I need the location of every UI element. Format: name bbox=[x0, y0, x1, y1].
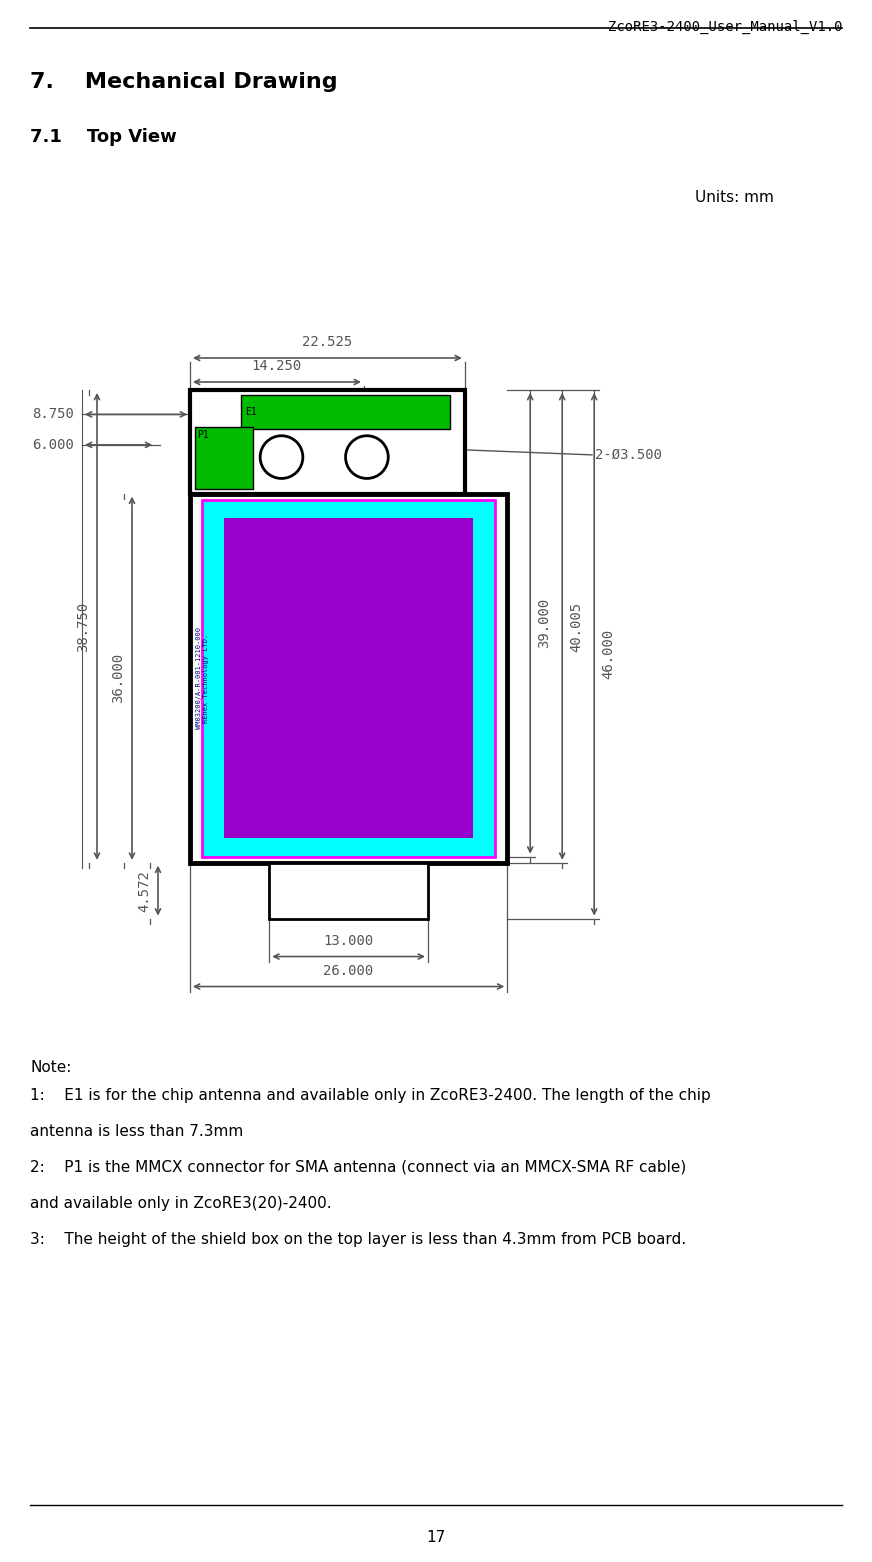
Text: P1: P1 bbox=[197, 430, 208, 439]
Text: 7.    Mechanical Drawing: 7. Mechanical Drawing bbox=[30, 72, 337, 92]
Text: WM03200/A-R-001-1210-000
REnex Technology LTD.: WM03200/A-R-001-1210-000 REnex Technolog… bbox=[195, 628, 208, 729]
Bar bbox=[242, 395, 450, 430]
Text: 36.000: 36.000 bbox=[111, 653, 125, 703]
Text: 7.1    Top View: 7.1 Top View bbox=[30, 128, 177, 145]
Text: 38.750: 38.750 bbox=[76, 601, 90, 651]
Text: 40.005: 40.005 bbox=[569, 601, 583, 651]
Text: 14.250: 14.250 bbox=[252, 359, 302, 373]
Bar bbox=[194, 426, 254, 489]
Text: 1:    E1 is for the chip antenna and available only in ZcoRE3-2400. The length o: 1: E1 is for the chip antenna and availa… bbox=[30, 1089, 711, 1103]
Text: 6.000: 6.000 bbox=[32, 437, 74, 451]
Text: 13.000: 13.000 bbox=[324, 934, 374, 948]
Circle shape bbox=[260, 436, 303, 478]
Bar bbox=[202, 500, 495, 856]
Text: 26.000: 26.000 bbox=[324, 964, 374, 978]
Text: 22.525: 22.525 bbox=[303, 334, 352, 348]
Text: 17: 17 bbox=[426, 1531, 446, 1545]
Text: ZcoRE3-2400_User_Manual_V1.0: ZcoRE3-2400_User_Manual_V1.0 bbox=[608, 20, 842, 34]
Text: antenna is less than 7.3mm: antenna is less than 7.3mm bbox=[30, 1125, 243, 1139]
Bar bbox=[190, 390, 465, 494]
Text: 39.000: 39.000 bbox=[537, 598, 551, 648]
Text: 2-Ø3.500: 2-Ø3.500 bbox=[595, 448, 662, 462]
Text: Units: mm: Units: mm bbox=[695, 191, 773, 205]
Text: E1: E1 bbox=[245, 408, 257, 417]
Bar bbox=[224, 519, 473, 839]
Bar bbox=[269, 862, 428, 918]
Circle shape bbox=[345, 436, 388, 478]
Text: Note:: Note: bbox=[30, 1061, 72, 1075]
Text: 3:    The height of the shield box on the top layer is less than 4.3mm from PCB : 3: The height of the shield box on the t… bbox=[30, 1232, 686, 1246]
Text: and available only in ZcoRE3(20)-2400.: and available only in ZcoRE3(20)-2400. bbox=[30, 1196, 331, 1211]
Text: 46.000: 46.000 bbox=[601, 629, 616, 679]
Text: 4.572: 4.572 bbox=[137, 870, 151, 912]
Bar bbox=[190, 494, 508, 862]
Bar bbox=[224, 519, 473, 839]
Text: 2:    P1 is the MMCX connector for SMA antenna (connect via an MMCX-SMA RF cable: 2: P1 is the MMCX connector for SMA ante… bbox=[30, 1161, 686, 1175]
Text: 8.750: 8.750 bbox=[32, 408, 74, 422]
